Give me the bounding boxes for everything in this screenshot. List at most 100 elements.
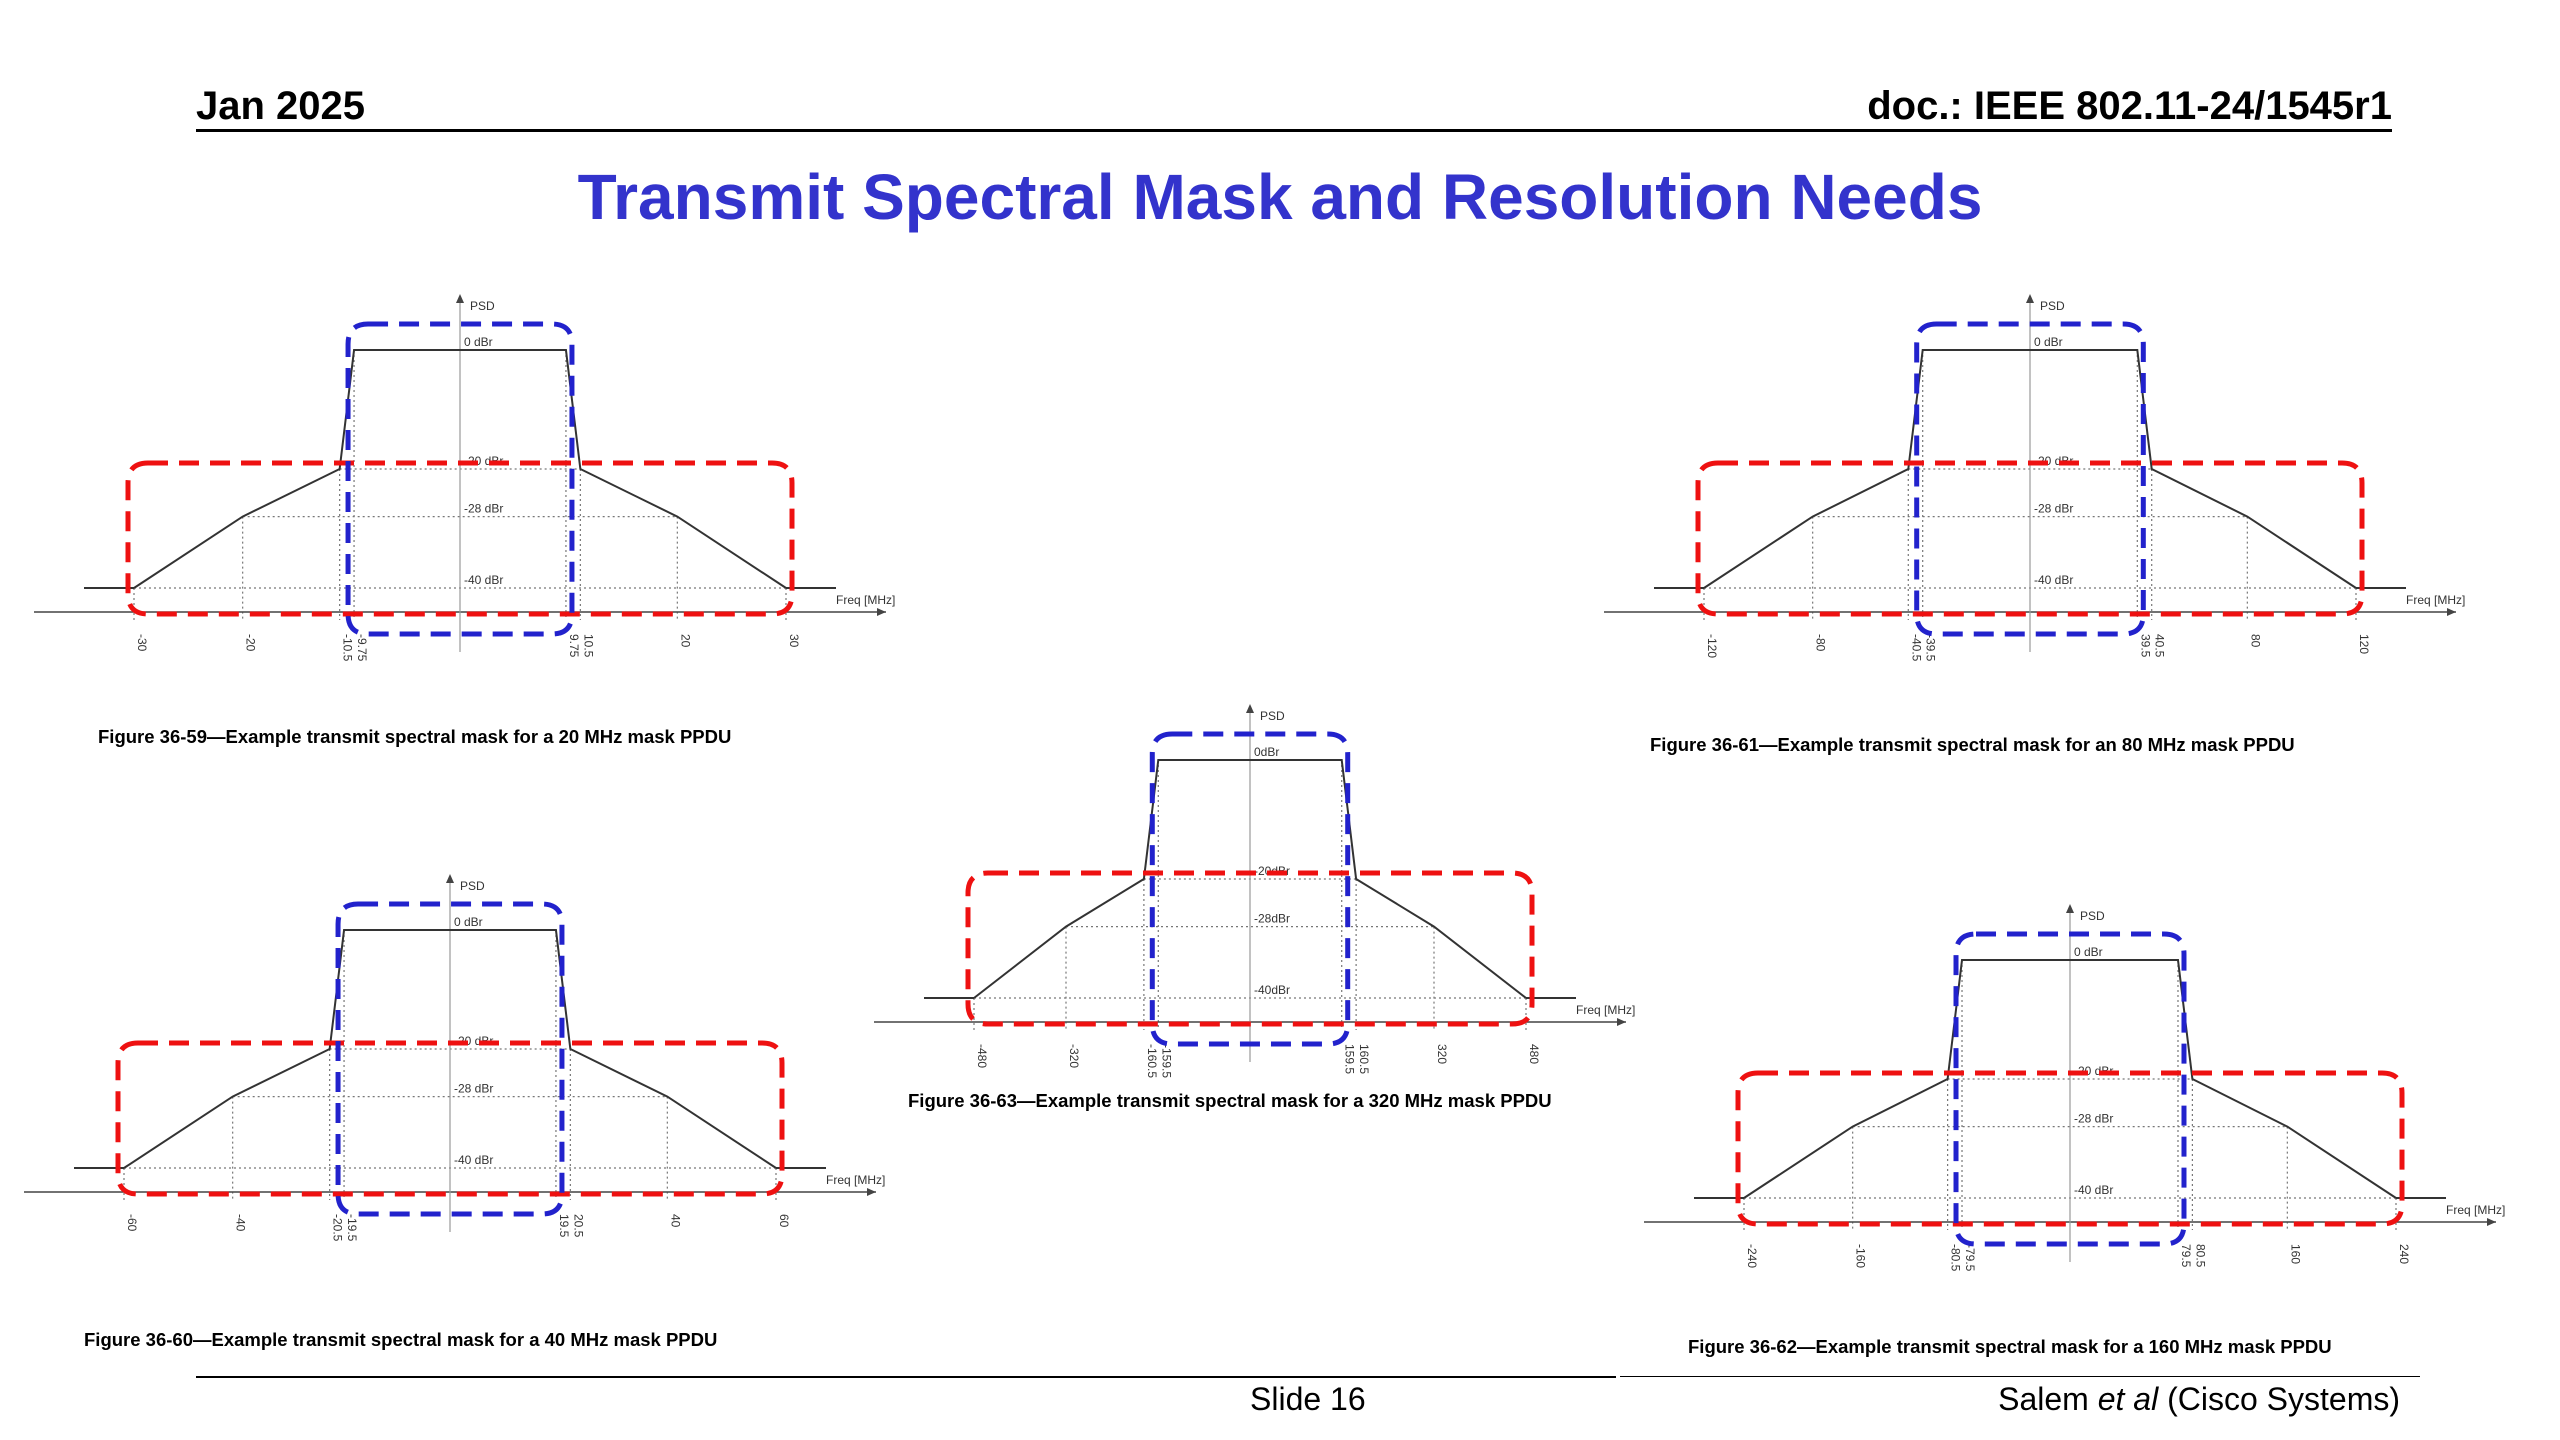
x-axis-label: Freq [MHz] [2446,1203,2505,1217]
y-level-label: -28dBr [1254,912,1290,926]
x-tick-group: 40.5 [2153,634,2167,658]
x-tick-group: 160 [2288,1244,2302,1264]
x-tick-label: -9.75 [355,634,369,662]
y-level-label: -40 dBr [454,1153,493,1167]
x-tick-label: -320 [1067,1044,1081,1068]
x-tick-group: -39.5 [1924,634,1938,662]
x-tick-label: -10.5 [341,634,355,662]
x-tick-label: -20 [244,634,258,652]
header-doc-id: doc.: IEEE 802.11-24/1545r1 [1867,84,2392,128]
y-level-label: -40 dBr [464,573,503,587]
x-tick-group: -20 [244,634,258,652]
y-axis-label: PSD [2080,909,2105,923]
figure-320mhz: PSD Freq [MHz] 0dBr -20dBr -28dBr -40dBr -480-… [870,700,1635,1080]
caption-80mhz: Figure 36-61—Example transmit spectral m… [1650,734,2295,755]
x-axis-label: Freq [MHz] [2406,593,2465,607]
figure-80mhz: PSD Freq [MHz] 0 dBr -20 dBr -28 dBr -40 dBr -… [1600,290,2465,710]
x-tick-label: -160.5 [1145,1044,1159,1078]
caption-320mhz: Figure 36-63—Example transmit spectral m… [908,1090,1552,1111]
caption-40mhz: Figure 36-60—Example transmit spectral m… [84,1329,718,1350]
y-level-label: 0 dBr [454,915,483,929]
x-tick-group: -120 [1705,634,1719,658]
x-tick-group: 60 [777,1214,791,1228]
x-tick-group: -20.5 [331,1214,345,1242]
x-tick-group: -159.5 [1159,1044,1173,1078]
x-tick-label: -240 [1745,1244,1759,1268]
y-axis-label: PSD [2040,299,2065,313]
x-tick-group: -240 [1745,1244,1759,1268]
x-tick-group: 480 [1527,1044,1541,1064]
x-tick-label: 159.5 [1343,1044,1357,1074]
x-tick-group: 159.5 [1343,1044,1357,1074]
x-axis-label: Freq [MHz] [836,593,895,607]
mask-line [1743,959,2397,1199]
blue-dashed-outline [335,901,565,1217]
x-axis-label: Freq [MHz] [826,1173,885,1187]
author-name: Salem [1998,1381,2098,1417]
x-tick-group: 120 [2357,634,2371,654]
y-level-label: 0 dBr [2034,335,2063,349]
y-axis-arrow-icon [456,294,464,303]
y-axis-arrow-icon [1246,704,1254,713]
x-tick-group: -320 [1067,1044,1081,1068]
x-tick-label: 240 [2397,1244,2411,1264]
x-tick-group: -80.5 [1949,1244,1963,1272]
x-tick-label: 40 [668,1214,682,1228]
y-level-label: -40dBr [1254,983,1290,997]
figure-20mhz: PSD Freq [MHz] 0 dBr -20 dBr -28 dBr -40 dBr -… [30,290,895,710]
x-tick-label: 80.5 [2193,1244,2207,1268]
x-tick-group: -30 [135,634,149,652]
footer-rule-left [196,1376,1616,1378]
y-axis-arrow-icon [2066,904,2074,913]
x-tick-label: 39.5 [2138,634,2152,658]
y-level-label: -28 dBr [454,1082,493,1096]
y-level-label: 0dBr [1254,745,1279,759]
x-tick-group: 80.5 [2193,1244,2207,1268]
x-axis-arrow-icon [867,1188,876,1196]
x-tick-group: 79.5 [2179,1244,2193,1268]
x-tick-label: 10.5 [581,634,595,658]
x-tick-group: 240 [2397,1244,2411,1264]
x-tick-group: 20.5 [571,1214,585,1238]
x-tick-group: -80 [1814,634,1828,652]
x-tick-label: -40.5 [1909,634,1923,662]
author-org: (Cisco Systems) [2158,1381,2400,1417]
x-tick-label: -60 [125,1214,139,1232]
x-tick-label: 320 [1435,1044,1449,1064]
y-level-label: -28 dBr [2034,502,2073,516]
y-level-label: 0 dBr [464,335,493,349]
footer-rule-right [1620,1376,2420,1377]
x-tick-group: 30 [787,634,801,648]
x-tick-group: -480 [975,1044,989,1068]
y-axis-label: PSD [1260,709,1285,723]
x-tick-label: 79.5 [2179,1244,2193,1268]
x-tick-label: 30 [787,634,801,648]
x-tick-label: 120 [2357,634,2371,654]
y-axis-arrow-icon [446,874,454,883]
x-tick-group: 160.5 [1357,1044,1371,1074]
footer-slide-number: Slide 16 [1250,1381,1366,1417]
x-tick-label: -20.5 [331,1214,345,1242]
mask-line [973,759,1527,999]
figure-160mhz: PSD Freq [MHz] 0 dBr -20 dBr -28 dBr -40 dBr -… [1640,900,2505,1310]
mask-line [123,929,777,1169]
y-axis-arrow-icon [2026,294,2034,303]
author-etal: et al [2097,1381,2159,1417]
x-tick-group: 320 [1435,1044,1449,1064]
x-tick-label: 9.75 [567,634,581,658]
x-tick-group: 39.5 [2138,634,2152,658]
x-tick-label: -19.5 [345,1214,359,1242]
x-tick-label: -40 [234,1214,248,1232]
mask-line [1703,349,2357,589]
x-axis-arrow-icon [2487,1218,2496,1226]
caption-20mhz: Figure 36-59—Example transmit spectral m… [98,726,732,747]
x-tick-label: -80.5 [1949,1244,1963,1272]
x-axis-arrow-icon [877,608,886,616]
x-tick-label: 40.5 [2153,634,2167,658]
x-tick-group: 9.75 [567,634,581,658]
figure-40mhz: PSD Freq [MHz] 0 dBr -20 dBr -28 dBr -40 dBr -… [20,870,885,1290]
